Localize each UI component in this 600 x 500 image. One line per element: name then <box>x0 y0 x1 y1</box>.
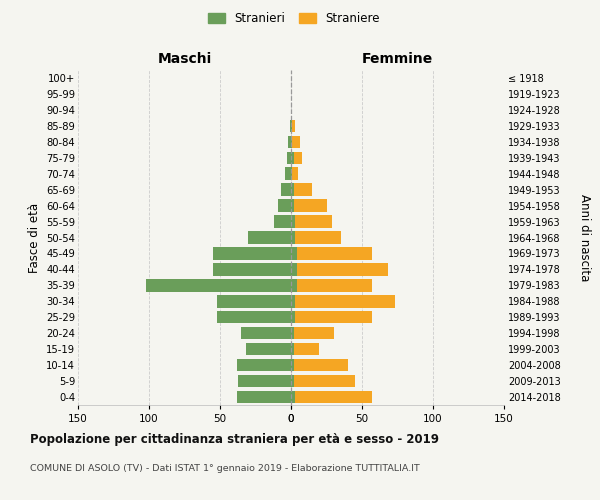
Bar <box>291 327 294 340</box>
Bar <box>291 343 319 355</box>
Bar <box>291 343 294 355</box>
Bar <box>248 232 291 243</box>
Bar <box>291 232 295 243</box>
Bar <box>291 216 332 228</box>
Bar <box>286 168 291 180</box>
Y-axis label: Fasce di età: Fasce di età <box>28 202 41 272</box>
Bar <box>291 184 294 196</box>
Legend: Stranieri, Straniere: Stranieri, Straniere <box>205 8 383 28</box>
Bar <box>287 152 291 164</box>
Bar <box>291 232 341 243</box>
Bar <box>274 216 291 228</box>
Bar <box>291 200 294 212</box>
Bar <box>291 295 295 308</box>
Bar <box>217 311 291 324</box>
Bar <box>290 120 291 132</box>
Bar <box>288 136 291 148</box>
Text: COMUNE DI ASOLO (TV) - Dati ISTAT 1° gennaio 2019 - Elaborazione TUTTITALIA.IT: COMUNE DI ASOLO (TV) - Dati ISTAT 1° gen… <box>30 464 420 473</box>
Bar <box>278 200 291 212</box>
Bar <box>213 247 291 260</box>
Bar <box>291 327 334 340</box>
Text: Popolazione per cittadinanza straniera per età e sesso - 2019: Popolazione per cittadinanza straniera p… <box>30 432 439 446</box>
Bar <box>291 311 372 324</box>
Bar <box>291 279 372 291</box>
Bar <box>291 391 372 403</box>
Bar <box>281 184 291 196</box>
Bar <box>291 375 294 388</box>
Bar <box>291 216 295 228</box>
Bar <box>291 136 292 148</box>
Bar <box>291 295 395 308</box>
Bar <box>291 168 298 180</box>
Bar <box>291 136 299 148</box>
Bar <box>237 359 291 372</box>
Y-axis label: Anni di nascita: Anni di nascita <box>578 194 590 281</box>
Bar <box>291 391 295 403</box>
Bar <box>213 263 291 276</box>
Bar <box>291 311 295 324</box>
Bar <box>245 343 291 355</box>
Bar <box>238 375 291 388</box>
Bar <box>291 279 296 291</box>
Bar <box>237 391 291 403</box>
Bar <box>291 247 296 260</box>
Bar <box>291 359 348 372</box>
Bar <box>241 327 291 340</box>
Title: Maschi: Maschi <box>157 52 212 66</box>
Bar <box>291 168 292 180</box>
Bar <box>291 359 294 372</box>
Bar <box>291 152 294 164</box>
Bar <box>291 184 313 196</box>
Bar <box>291 120 295 132</box>
Bar <box>291 263 388 276</box>
Bar <box>291 375 355 388</box>
Bar <box>217 295 291 308</box>
Bar <box>291 263 296 276</box>
Bar <box>291 200 326 212</box>
Bar <box>291 120 292 132</box>
Title: Femmine: Femmine <box>362 52 433 66</box>
Bar <box>291 247 372 260</box>
Bar <box>291 152 302 164</box>
Bar <box>146 279 291 291</box>
